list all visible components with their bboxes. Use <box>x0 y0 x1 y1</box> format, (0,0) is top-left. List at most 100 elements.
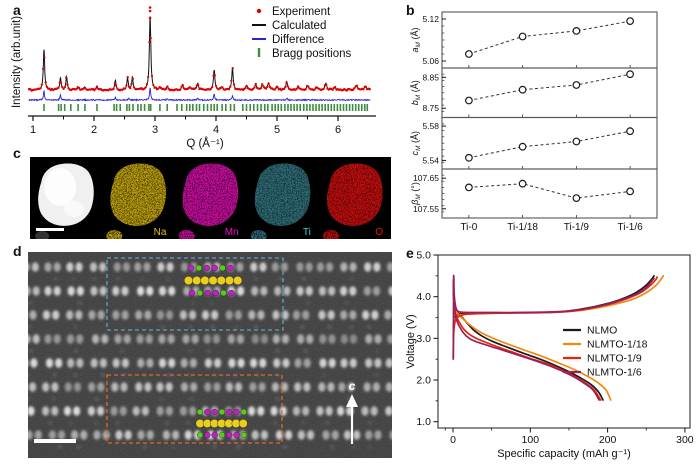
y-tick-label: 107.65 <box>413 173 439 183</box>
y-tick-label: 5.0 <box>416 250 431 262</box>
region-box-blue <box>106 257 284 331</box>
overlay-atom-p <box>211 264 218 272</box>
y-tick-label: 3.0 <box>416 333 431 345</box>
NLMTO-1/9-discharge-curve <box>452 279 602 401</box>
data-point <box>572 27 581 35</box>
eds-maps: Na Mn Ti O <box>35 163 383 239</box>
y-axis-label: Voltage (V) <box>405 314 417 368</box>
overlay-atom-p <box>203 264 211 272</box>
bragg-ticks <box>43 104 369 111</box>
overlay-atom-p <box>233 431 240 439</box>
overlay-atom-g <box>195 264 203 272</box>
series-line <box>468 20 631 55</box>
overlay-atom-p <box>227 264 234 272</box>
legend-label: Difference <box>272 34 324 46</box>
data-point <box>572 81 581 89</box>
overlay-atom-p <box>225 408 233 416</box>
NLMTO-1/18-charge-curve <box>452 274 665 340</box>
eds-map-HAADF <box>35 163 94 239</box>
overlay-atom-p <box>204 431 211 439</box>
x-tick-label: 2 <box>91 124 97 136</box>
data-point <box>626 17 635 26</box>
y-tick-label: 5.06 <box>422 56 439 66</box>
category-label: Ti-1/18 <box>507 222 538 233</box>
y-tick-label: 2.0 <box>416 375 431 387</box>
scale-bar <box>34 439 76 443</box>
x-axis-label: Specific capacity (mAh g⁻¹) <box>497 448 631 460</box>
panel-e-label: e <box>406 245 414 261</box>
series-line <box>468 183 631 199</box>
legend-label: NLMTO-1/6 <box>587 367 642 379</box>
experiment-marker <box>256 8 262 14</box>
series-line <box>468 130 631 159</box>
legend-label: NLMO <box>587 325 617 337</box>
panel-b-label: b <box>406 2 415 18</box>
overlay-atom-p <box>211 408 218 416</box>
category-label: Ti-0 <box>460 222 477 233</box>
x-tick-label: 3 <box>152 124 158 136</box>
NLMTO-1/6-charge-curve <box>452 274 655 360</box>
x-tick-label: 0 <box>450 434 456 446</box>
category-label: Ti-1/6 <box>618 222 644 233</box>
y-axis-title: βM (°) <box>410 182 422 206</box>
x-tick-label: 300 <box>676 434 694 446</box>
data-point <box>518 32 527 41</box>
element-label: Mn <box>225 227 239 238</box>
overlay-atom-g <box>196 431 204 439</box>
overlay-atom-g <box>196 408 204 416</box>
stem-image-canvas: c <box>28 252 392 458</box>
voltage-plot: 1.0 2.0 3.0 4.0 5.0 0 100 200 300 Specific capaci… <box>405 250 694 461</box>
data-point <box>518 179 527 188</box>
overlay-atom-y <box>224 276 234 286</box>
overlay-atom-p <box>211 431 218 439</box>
x-tick-label: 6 <box>335 124 341 136</box>
y-axis-title: aM (Å) <box>410 28 422 53</box>
c-axis-arrowhead <box>346 394 358 407</box>
difference-line <box>28 87 371 102</box>
overlay-atom-y <box>233 276 243 286</box>
y-tick-label: 1.0 <box>416 416 431 428</box>
y-axis-title: bM (Å) <box>410 80 422 105</box>
overlay-atom-p <box>233 408 240 416</box>
data-point <box>626 187 635 196</box>
data-point <box>465 153 473 162</box>
overlay-atom-y <box>183 276 193 286</box>
experiment-dots <box>27 6 371 92</box>
data-point <box>518 142 527 151</box>
x-tick-label: 100 <box>522 434 540 446</box>
plot-frame <box>437 254 691 429</box>
legend-label: Calculated <box>272 20 326 32</box>
category-label: Ti-1/9 <box>564 222 590 233</box>
panel-d-label: d <box>13 243 22 259</box>
overlay-atom-g <box>240 408 248 416</box>
y-tick-label: 5.58 <box>422 121 439 131</box>
overlay-atom-g <box>218 408 226 416</box>
xrd-legend: Experiment Calculated Difference Bragg posi… <box>252 6 352 60</box>
x-tick-label: 1 <box>30 124 36 136</box>
stem-image: c <box>28 252 392 458</box>
element-label: Ti <box>303 227 311 238</box>
overlay-atom-g <box>219 264 226 272</box>
overlay-atom-p <box>228 289 235 297</box>
data-point <box>465 96 473 105</box>
overlay-atom-y <box>216 276 226 286</box>
overlay-atom-g <box>218 431 226 439</box>
legend-label: Experiment <box>272 6 331 18</box>
xrd-plot: 1 2 3 4 5 6 Q (Å⁻¹) Intensity (arb.unit) <box>11 6 376 150</box>
overlay-atom-y <box>208 276 218 286</box>
NLMO-charge-curve <box>452 274 655 338</box>
element-label: Na <box>154 227 167 238</box>
NLMTO-1/6-discharge-curve <box>452 281 600 401</box>
region-box-orange <box>106 374 283 444</box>
data-point <box>572 194 581 203</box>
overlay-atom-g <box>240 431 248 439</box>
overlay-atom-y <box>200 276 210 286</box>
y-axis-title: cM (Å) <box>410 131 422 155</box>
panel-a-label: a <box>13 2 21 18</box>
series-line <box>468 73 631 101</box>
